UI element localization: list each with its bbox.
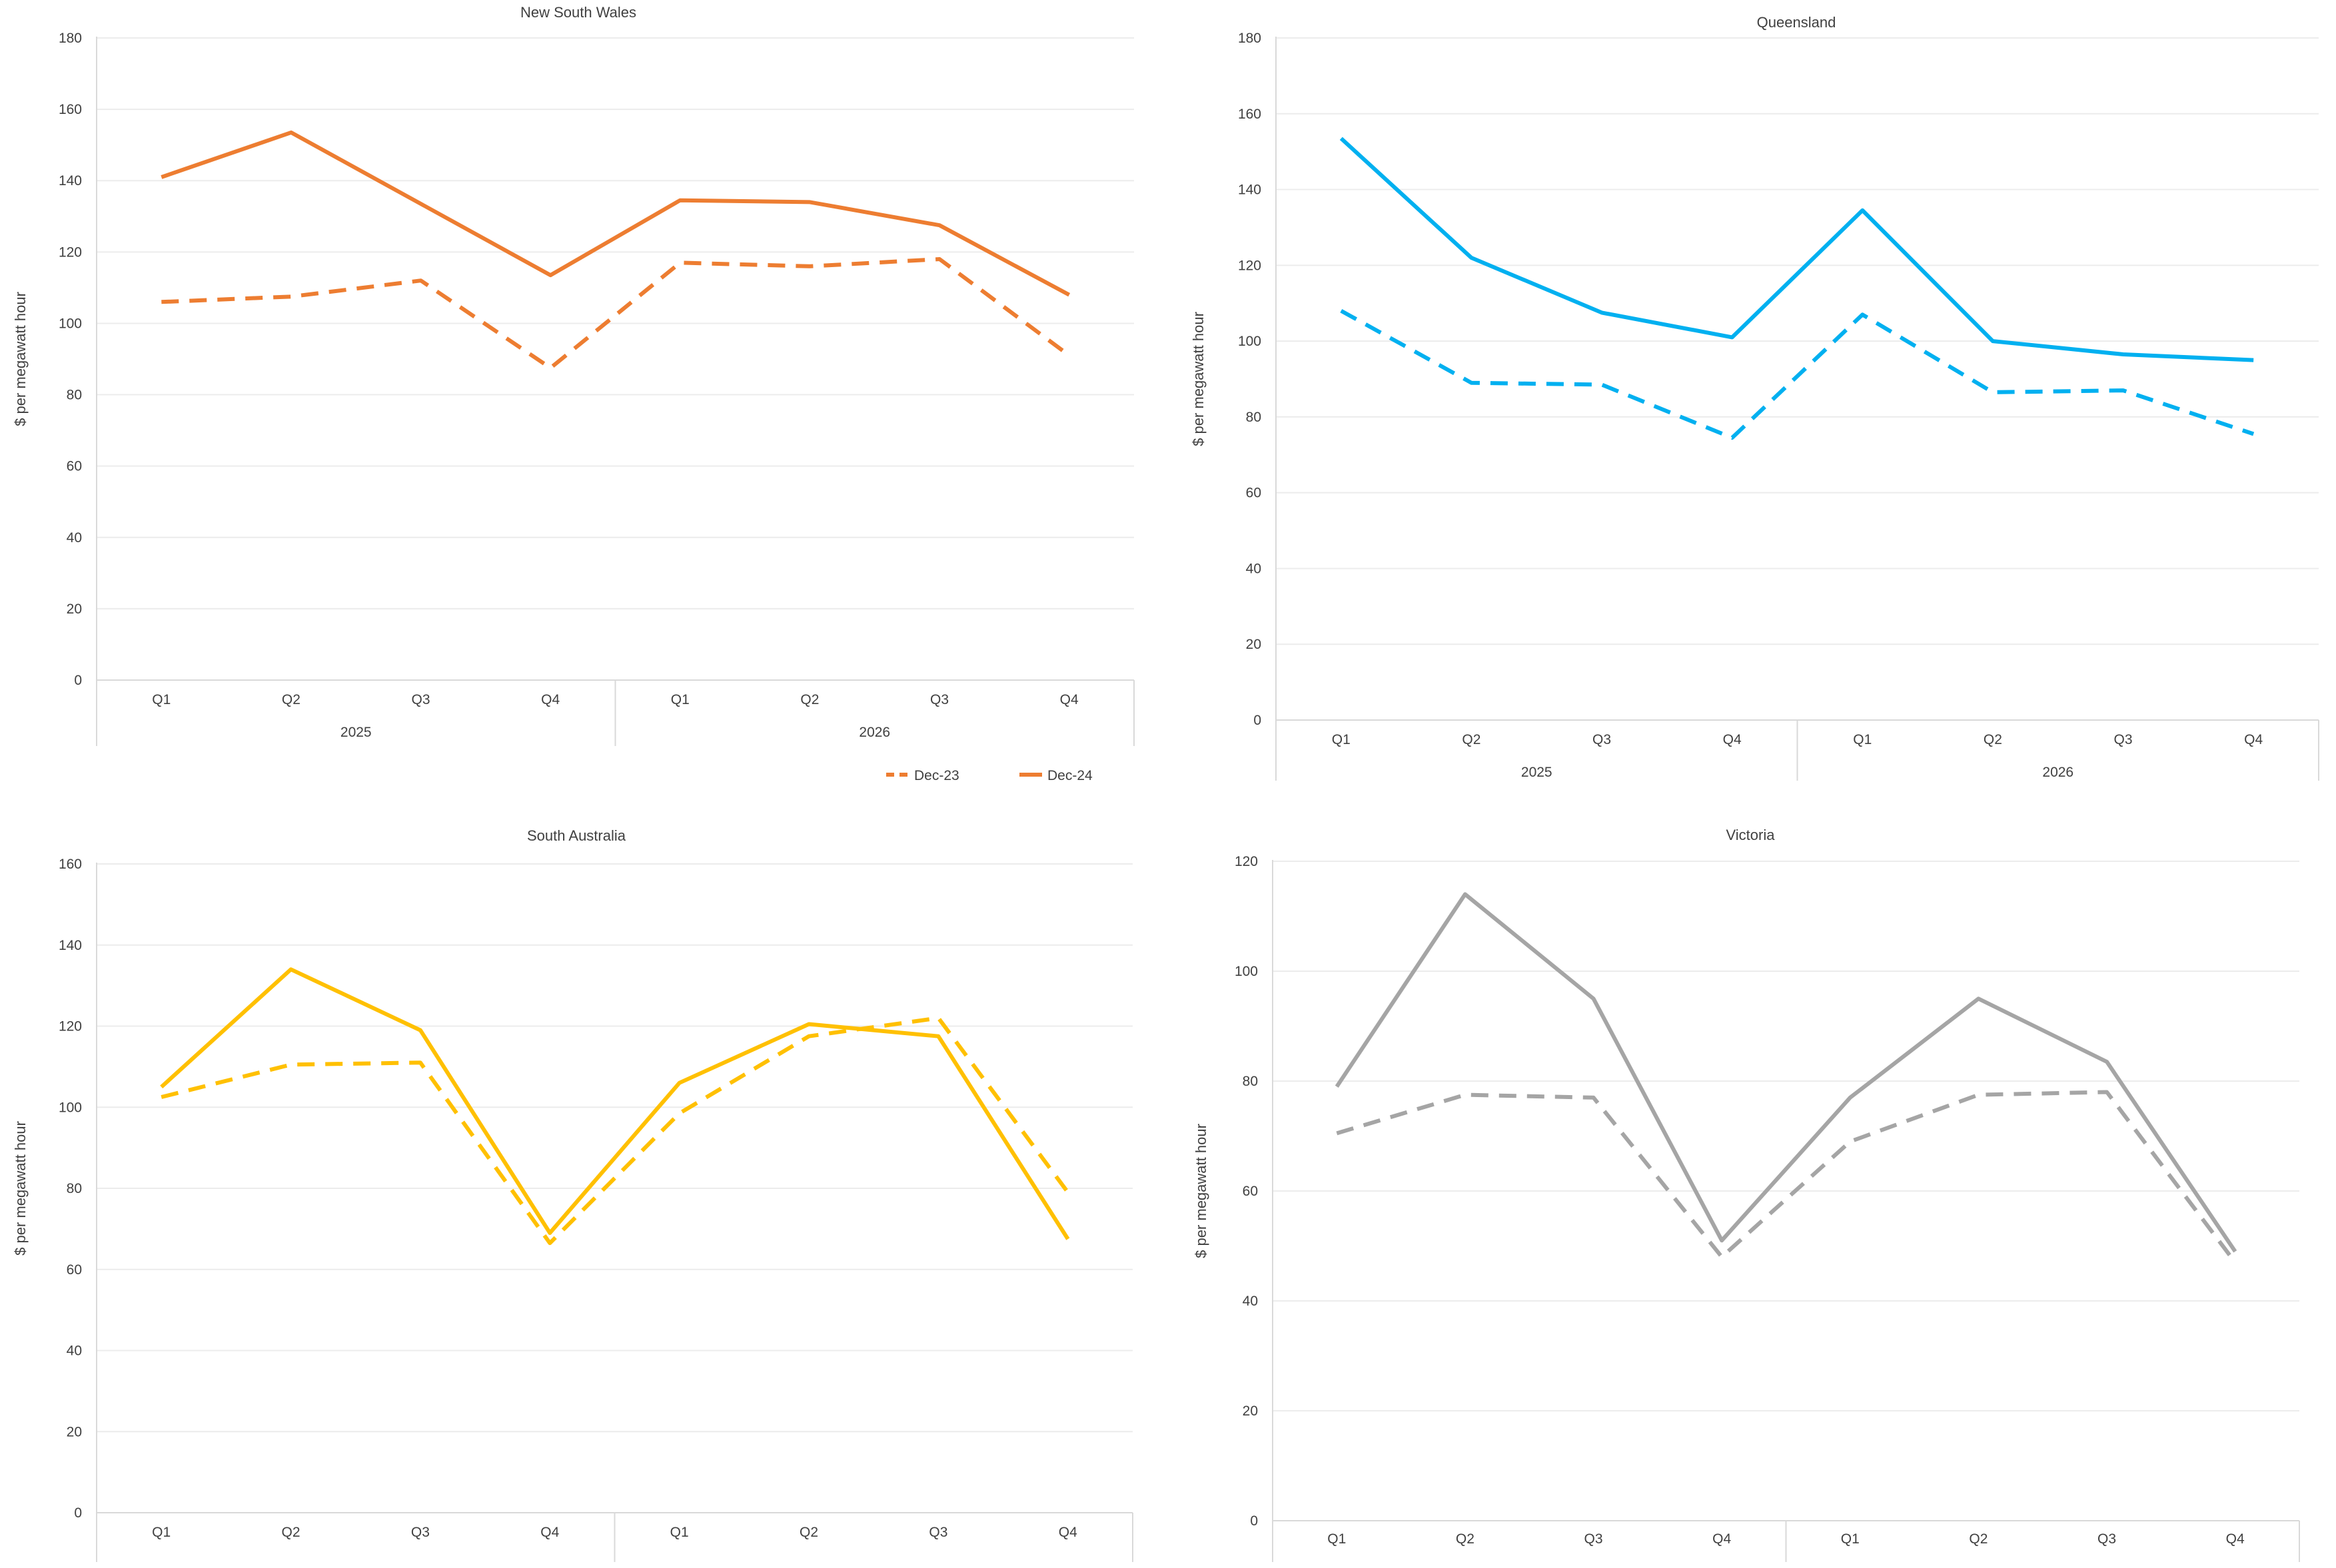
victoria-x-tick-label: Q3 [2097, 1531, 2116, 1547]
south-australia-series-dec-23-line [161, 1016, 1070, 1246]
south-australia-series-dec-24-line [160, 967, 1070, 1240]
south-australia-y-tick-label: 120 [59, 1019, 82, 1034]
queensland-y-tick-label: 180 [1238, 31, 1261, 46]
victoria-y-tick-label: 120 [1235, 854, 1258, 869]
victoria-x-tick-label: Q4 [2226, 1531, 2245, 1547]
queensland-y-tick-label: 80 [1246, 410, 1261, 425]
queensland-y-tick-label: 100 [1238, 334, 1261, 349]
queensland-title: Queensland [1757, 14, 1836, 31]
new-south-wales-x-tick-label: Q1 [671, 692, 690, 707]
south-australia-x-tick-label: Q4 [1059, 1525, 1077, 1540]
new-south-wales-x-tick-label: Q3 [412, 692, 430, 707]
new-south-wales-y-tick-label: 80 [67, 388, 82, 403]
new-south-wales-x-tick-label: Q1 [152, 692, 171, 707]
south-australia-x-tick-label: Q4 [540, 1525, 559, 1540]
queensland-y-axis-label: $ per megawatt hour [1190, 312, 1207, 446]
new-south-wales-y-tick-label: 180 [59, 31, 82, 46]
south-australia-x-tick-label: Q3 [411, 1525, 430, 1540]
victoria-title: Victoria [1726, 827, 1776, 843]
new-south-wales-y-tick-label: 100 [59, 316, 82, 331]
new-south-wales-y-tick-label: 60 [67, 459, 82, 474]
queensland-x-tick-label: Q3 [1592, 732, 1611, 747]
queensland-year-label: 2025 [1521, 765, 1552, 780]
south-australia-y-tick-label: 0 [74, 1505, 82, 1521]
queensland-y-tick-label: 160 [1238, 107, 1261, 122]
queensland-x-tick-label: Q4 [1723, 732, 1742, 747]
queensland-y-tick-label: 140 [1238, 183, 1261, 198]
new-south-wales-y-tick-label: 20 [67, 601, 82, 617]
queensland-x-tick-label: Q4 [2244, 732, 2263, 747]
queensland-y-tick-label: 60 [1246, 486, 1261, 501]
victoria-chart: Victoria 0 20 40 60 80 100 120 $ per megawatt ho… [1193, 827, 2300, 1562]
south-australia-x-tick-label: Q2 [800, 1525, 818, 1540]
new-south-wales-series-dec-24-line [161, 130, 1071, 297]
victoria-y-axis-label: $ per megawatt hour [1193, 1124, 1209, 1258]
south-australia-x-tick-label: Q1 [152, 1525, 171, 1540]
queensland-y-tick-label: 0 [1253, 713, 1261, 728]
queensland-y-tick-label: 20 [1246, 637, 1261, 652]
south-australia-y-tick-label: 80 [67, 1181, 82, 1196]
victoria-x-tick-label: Q1 [1327, 1531, 1346, 1547]
victoria-y-tick-label: 0 [1250, 1513, 1258, 1529]
victoria-x-tick-label: Q2 [1456, 1531, 1474, 1547]
queensland-x-tick-label: Q1 [1853, 732, 1872, 747]
victoria-x-tick-label: Q1 [1841, 1531, 1860, 1547]
legend: Dec-23 Dec-24 [886, 768, 1093, 783]
new-south-wales-y-axis-label: $ per megawatt hour [12, 292, 29, 426]
new-south-wales-y-tick-label: 120 [59, 244, 82, 260]
queensland-x-tick-label: Q3 [2114, 732, 2133, 747]
victoria-y-tick-label: 100 [1235, 964, 1258, 979]
new-south-wales-x-tick-label: Q4 [1060, 692, 1079, 707]
victoria-x-tick-label: Q2 [1969, 1531, 1988, 1547]
victoria-y-tick-label: 60 [1243, 1184, 1258, 1199]
south-australia-title: South Australia [527, 827, 626, 844]
new-south-wales-x-tick-label: Q2 [800, 692, 819, 707]
victoria-y-tick-label: 40 [1243, 1294, 1258, 1309]
queensland-x-tick-label: Q2 [1984, 732, 2002, 747]
south-australia-y-tick-label: 40 [67, 1344, 82, 1359]
legend-label-dec-24: Dec-24 [1047, 768, 1093, 783]
queensland-y-tick-label: 120 [1238, 258, 1261, 273]
new-south-wales-x-tick-label: Q3 [930, 692, 949, 707]
south-australia-y-tick-label: 140 [59, 938, 82, 953]
victoria-x-tick-label: Q3 [1584, 1531, 1603, 1547]
south-australia-y-tick-label: 100 [59, 1100, 82, 1115]
south-australia-y-axis-label: $ per megawatt hour [12, 1121, 29, 1256]
south-australia-x-tick-label: Q1 [670, 1525, 689, 1540]
queensland-x-tick-label: Q2 [1462, 732, 1480, 747]
new-south-wales-title: New South Wales [520, 4, 636, 21]
victoria-series-dec-24-line [1335, 892, 2237, 1253]
south-australia-y-tick-label: 160 [59, 857, 82, 872]
new-south-wales-chart: New South Wales 0 20 40 60 80 100 120 140 160 180 $… [12, 4, 1135, 746]
south-australia-x-tick-label: Q2 [282, 1525, 300, 1540]
queensland-x-tick-label: Q1 [1332, 732, 1351, 747]
new-south-wales-x-tick-label: Q2 [282, 692, 300, 707]
new-south-wales-y-tick-label: 160 [59, 102, 82, 117]
new-south-wales-year-label: 2026 [859, 725, 890, 740]
new-south-wales-y-tick-label: 40 [67, 530, 82, 546]
victoria-y-tick-label: 20 [1243, 1403, 1258, 1419]
victoria-x-tick-label: Q4 [1712, 1531, 1731, 1547]
new-south-wales-series-dec-23-line [161, 257, 1071, 370]
queensland-series-dec-24-line [1339, 137, 2254, 362]
new-south-wales-x-tick-label: Q4 [541, 692, 560, 707]
queensland-series-dec-23-line [1340, 308, 2255, 440]
queensland-year-label: 2026 [2042, 765, 2073, 780]
south-australia-chart: South Australia 0 20 40 60 80 100 120 140 160 $ pe… [12, 827, 1133, 1562]
new-south-wales-year-label: 2025 [340, 725, 372, 740]
victoria-y-tick-label: 80 [1243, 1074, 1258, 1089]
legend-label-dec-23: Dec-23 [914, 768, 959, 783]
south-australia-y-tick-label: 60 [67, 1262, 82, 1278]
new-south-wales-y-tick-label: 0 [74, 673, 82, 688]
new-south-wales-y-tick-label: 140 [59, 173, 82, 189]
queensland-y-tick-label: 40 [1246, 561, 1261, 576]
queensland-chart: Queensland 0 20 40 60 80 100 120 140 160 180 $ per … [1190, 14, 2319, 781]
south-australia-y-tick-label: 20 [67, 1424, 82, 1439]
south-australia-x-tick-label: Q3 [929, 1525, 947, 1540]
victoria-series-dec-23-line [1336, 1090, 2237, 1264]
